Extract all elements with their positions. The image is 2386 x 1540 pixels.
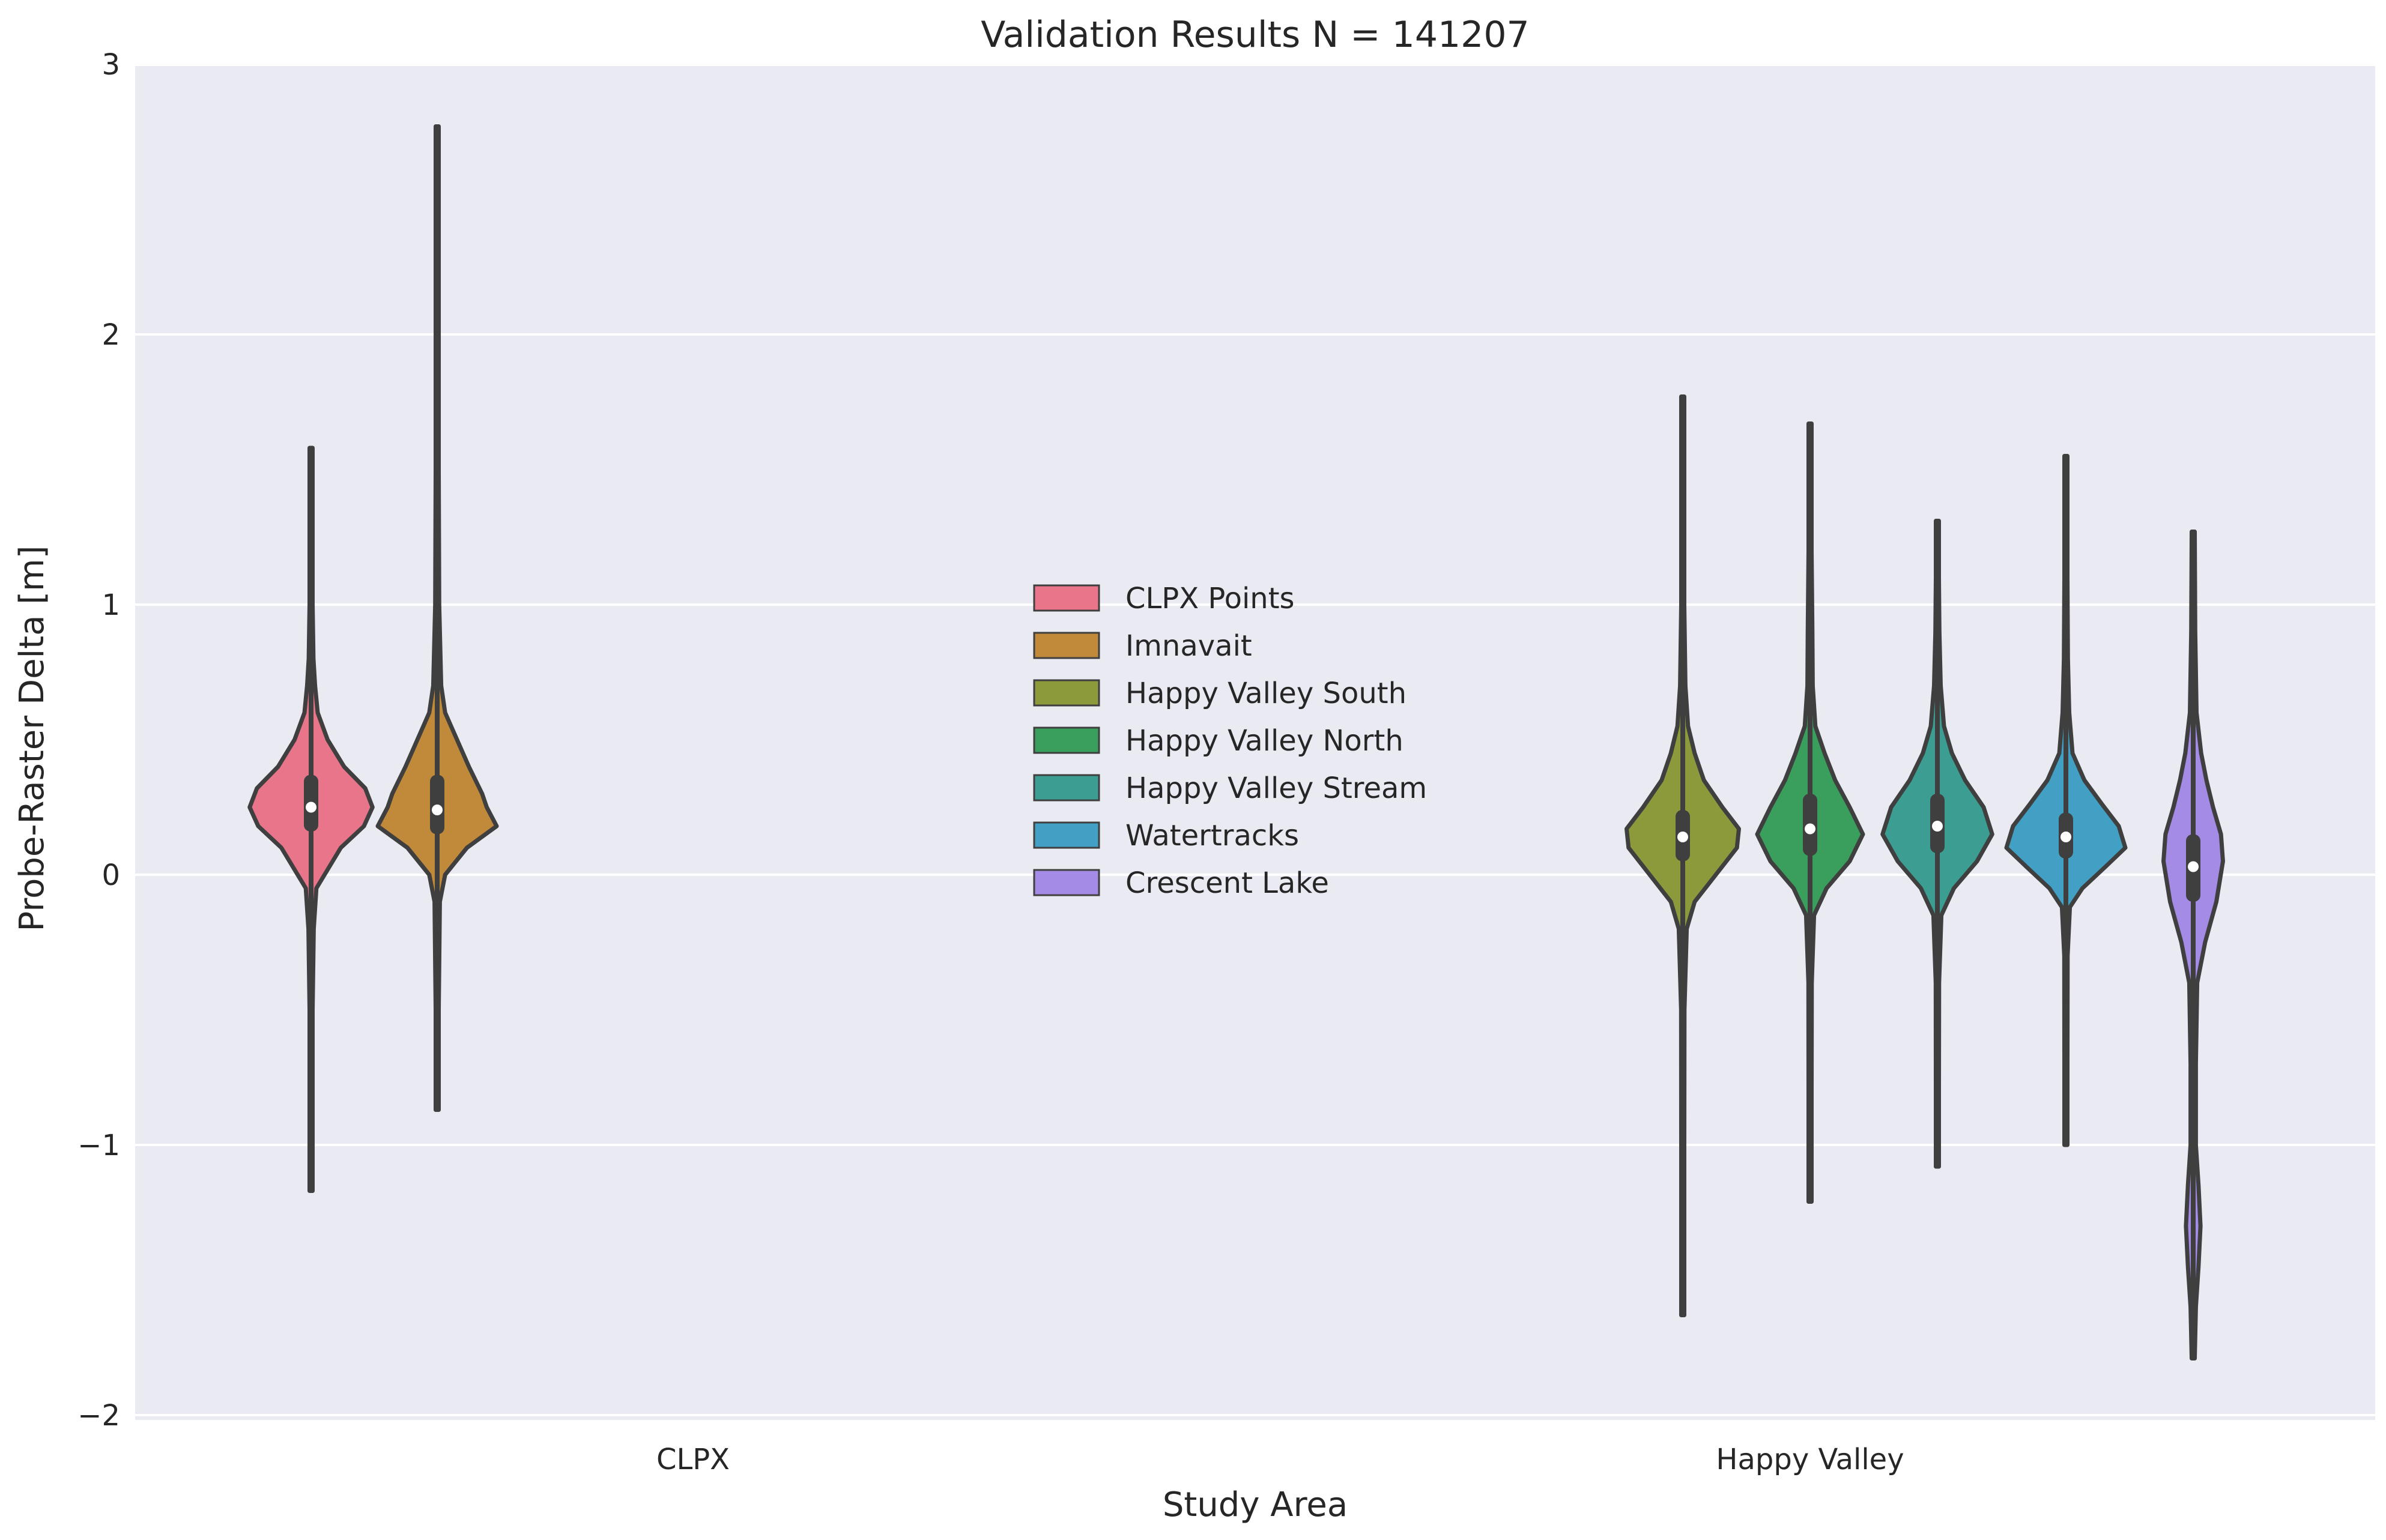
- y-tick-labels: −2 −1 0 1 2 3: [77, 48, 120, 1433]
- chart-title: Validation Results N = 141207: [981, 14, 1529, 56]
- legend-label: CLPX Points: [1125, 582, 1295, 615]
- violin: [375, 124, 499, 1112]
- violin-median-dot: [2060, 832, 2071, 842]
- gridlines: [135, 63, 2375, 1416]
- legend-item: Crescent Lake: [1033, 866, 1329, 900]
- legend-swatch: [1033, 584, 1100, 612]
- legend-label: Happy Valley Stream: [1125, 772, 1427, 805]
- legend-item: Watertracks: [1033, 819, 1299, 853]
- legend-swatch: [1033, 821, 1100, 849]
- y-axis-label: Probe-Raster Delta [m]: [13, 546, 52, 932]
- legend-swatch: [1033, 632, 1100, 659]
- legend-swatch: [1033, 774, 1100, 802]
- violin: [1755, 421, 1865, 1204]
- x-tick-labels: CLPX Happy Valley: [656, 1443, 1904, 1476]
- violin: [2004, 454, 2128, 1147]
- violin-median-dot: [306, 802, 316, 813]
- legend-label: Crescent Lake: [1125, 866, 1329, 900]
- legend-label: Watertracks: [1125, 819, 1299, 853]
- violin-median-dot: [1932, 821, 1943, 832]
- violin-median-dot: [2188, 861, 2199, 872]
- y-tick-label: 0: [101, 859, 120, 892]
- violin-median-dot: [1805, 823, 1815, 835]
- violin: [1880, 519, 1994, 1169]
- legend-item: CLPX Points: [1033, 582, 1295, 615]
- legend: CLPX Points Imnavait Happy Valley South Hap…: [1033, 582, 1427, 900]
- legend-swatch: [1033, 726, 1100, 754]
- violin: [2161, 530, 2225, 1360]
- legend-label: Happy Valley South: [1125, 677, 1406, 710]
- violin: [247, 445, 375, 1193]
- violins: [247, 124, 2225, 1360]
- y-tick-label: 3: [101, 48, 120, 82]
- x-axis-label: Study Area: [1163, 1485, 1348, 1524]
- y-tick-label: −1: [77, 1129, 120, 1162]
- violin-median-dot: [1677, 832, 1688, 842]
- violin-median-dot: [432, 805, 443, 815]
- legend-swatch: [1033, 869, 1100, 896]
- legend-swatch: [1033, 679, 1100, 707]
- legend-item: Happy Valley South: [1033, 677, 1406, 710]
- plot-background: [135, 66, 2375, 1420]
- legend-item: Happy Valley North: [1033, 724, 1403, 758]
- y-tick-label: 2: [101, 318, 120, 352]
- y-tick-label: 1: [101, 588, 120, 622]
- legend-label: Imnavait: [1125, 629, 1252, 663]
- legend-item: Imnavait: [1033, 629, 1252, 663]
- legend-label: Happy Valley North: [1125, 724, 1403, 758]
- x-tick-label: Happy Valley: [1716, 1443, 1904, 1476]
- legend-item: Happy Valley Stream: [1033, 772, 1427, 805]
- x-tick-label: CLPX: [656, 1443, 730, 1476]
- violin: [1624, 394, 1741, 1317]
- y-tick-label: −2: [77, 1399, 120, 1433]
